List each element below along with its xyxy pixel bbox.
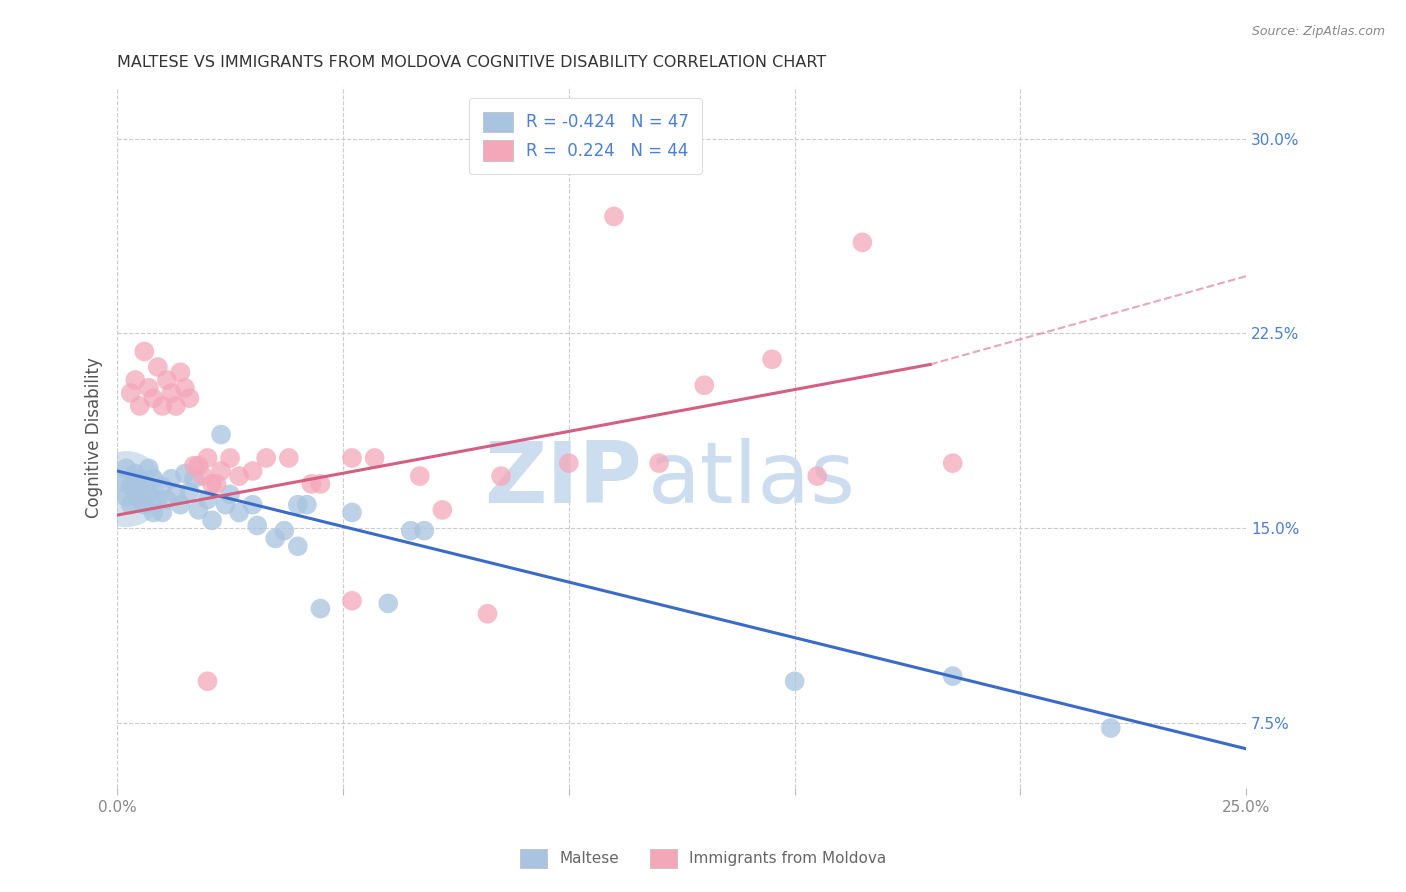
- Point: [134, 479, 156, 493]
- Point: [201, 477, 224, 491]
- Point: [340, 506, 363, 520]
- Point: [432, 503, 454, 517]
- Point: [174, 381, 197, 395]
- Point: [409, 469, 432, 483]
- Point: [219, 450, 242, 465]
- Point: [558, 456, 581, 470]
- Point: [120, 479, 142, 493]
- Legend: Maltese, Immigrants from Moldova: Maltese, Immigrants from Moldova: [513, 843, 893, 873]
- Point: [111, 475, 134, 489]
- Point: [273, 524, 295, 538]
- Point: [264, 532, 287, 546]
- Point: [209, 427, 232, 442]
- Point: [287, 539, 309, 553]
- Point: [309, 477, 332, 491]
- Point: [128, 492, 150, 507]
- Point: [183, 458, 205, 473]
- Point: [165, 399, 187, 413]
- Point: [138, 461, 160, 475]
- Point: [150, 506, 173, 520]
- Point: [134, 344, 156, 359]
- Point: [160, 472, 183, 486]
- Point: [1099, 721, 1122, 735]
- Point: [142, 506, 165, 520]
- Point: [242, 498, 264, 512]
- Legend: R = -0.424   N = 47, R =  0.224   N = 44: R = -0.424 N = 47, R = 0.224 N = 44: [470, 98, 702, 174]
- Point: [942, 456, 965, 470]
- Text: MALTESE VS IMMIGRANTS FROM MOLDOVA COGNITIVE DISABILITY CORRELATION CHART: MALTESE VS IMMIGRANTS FROM MOLDOVA COGNI…: [117, 55, 827, 70]
- Point: [115, 490, 138, 504]
- Point: [806, 469, 828, 483]
- Point: [138, 487, 160, 501]
- Point: [477, 607, 499, 621]
- Point: [160, 386, 183, 401]
- Point: [124, 373, 146, 387]
- Point: [489, 469, 512, 483]
- Point: [340, 594, 363, 608]
- Text: ZIP: ZIP: [485, 438, 643, 521]
- Point: [205, 477, 228, 491]
- Point: [277, 450, 299, 465]
- Point: [146, 359, 169, 374]
- Point: [150, 479, 173, 493]
- Point: [179, 391, 201, 405]
- Point: [214, 498, 236, 512]
- Point: [197, 674, 219, 689]
- Point: [120, 498, 142, 512]
- Point: [246, 518, 269, 533]
- Point: [183, 472, 205, 486]
- Point: [299, 477, 322, 491]
- Point: [169, 365, 191, 379]
- Point: [761, 352, 783, 367]
- Point: [197, 492, 219, 507]
- Point: [201, 513, 224, 527]
- Point: [138, 381, 160, 395]
- Point: [219, 487, 242, 501]
- Point: [150, 399, 173, 413]
- Point: [942, 669, 965, 683]
- Point: [174, 467, 197, 481]
- Point: [115, 461, 138, 475]
- Point: [191, 469, 214, 483]
- Point: [209, 464, 232, 478]
- Point: [197, 450, 219, 465]
- Point: [115, 482, 138, 496]
- Y-axis label: Cognitive Disability: Cognitive Disability: [86, 357, 103, 517]
- Point: [142, 472, 165, 486]
- Point: [120, 386, 142, 401]
- Point: [142, 391, 165, 405]
- Point: [783, 674, 806, 689]
- Point: [242, 464, 264, 478]
- Point: [603, 210, 626, 224]
- Point: [228, 469, 250, 483]
- Point: [254, 450, 277, 465]
- Text: Source: ZipAtlas.com: Source: ZipAtlas.com: [1251, 25, 1385, 38]
- Point: [134, 498, 156, 512]
- Point: [146, 492, 169, 507]
- Point: [228, 506, 250, 520]
- Point: [124, 467, 146, 481]
- Point: [165, 487, 187, 501]
- Point: [309, 601, 332, 615]
- Point: [128, 399, 150, 413]
- Point: [187, 458, 209, 473]
- Point: [340, 450, 363, 465]
- Point: [363, 450, 385, 465]
- Text: atlas: atlas: [648, 438, 856, 521]
- Point: [851, 235, 873, 250]
- Point: [169, 498, 191, 512]
- Point: [287, 498, 309, 512]
- Point: [156, 373, 179, 387]
- Point: [648, 456, 671, 470]
- Point: [156, 492, 179, 507]
- Point: [413, 524, 436, 538]
- Point: [693, 378, 716, 392]
- Point: [128, 472, 150, 486]
- Point: [187, 503, 209, 517]
- Point: [399, 524, 422, 538]
- Point: [179, 484, 201, 499]
- Point: [377, 596, 399, 610]
- Point: [295, 498, 318, 512]
- Point: [124, 484, 146, 499]
